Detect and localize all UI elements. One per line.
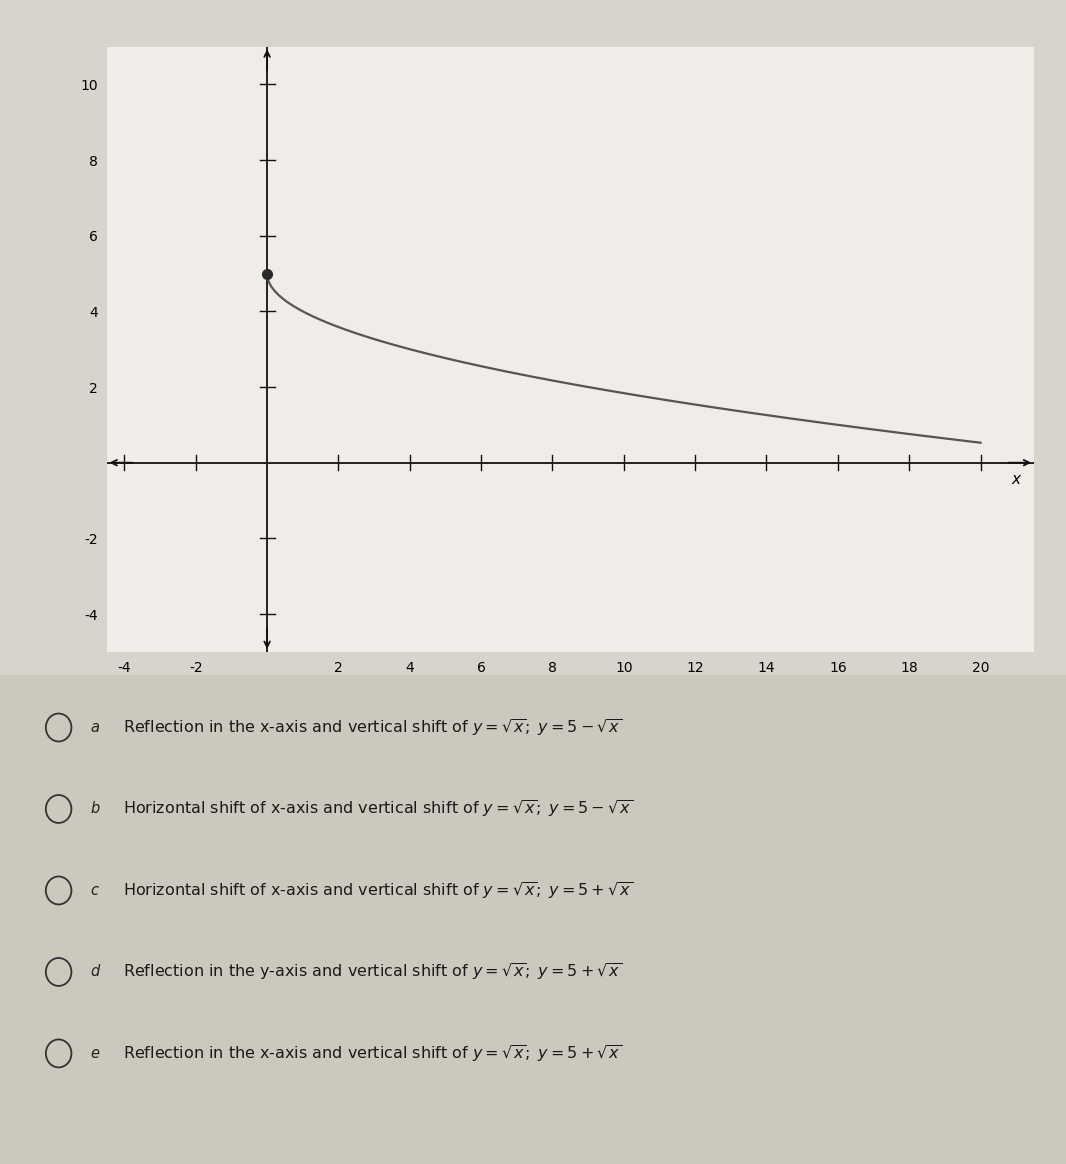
Text: Reflection in the y-axis and vertical shift of $y = \sqrt{x};\; y = 5 + \sqrt{x}: Reflection in the y-axis and vertical sh… — [123, 961, 621, 982]
Text: Horizontal shift of x-axis and vertical shift of $y = \sqrt{x};\; y = 5 - \sqrt{: Horizontal shift of x-axis and vertical … — [123, 799, 633, 819]
Text: Reflection in the x-axis and vertical shift of $y = \sqrt{x};\; y = 5 + \sqrt{x}: Reflection in the x-axis and vertical sh… — [123, 1043, 621, 1064]
Text: x: x — [1012, 473, 1020, 488]
Text: e: e — [91, 1046, 99, 1060]
Text: Horizontal shift of x-axis and vertical shift of $y = \sqrt{x};\; y = 5 + \sqrt{: Horizontal shift of x-axis and vertical … — [123, 880, 633, 901]
Text: Reflection in the x-axis and vertical shift of $y = \sqrt{x};\; y = 5 - \sqrt{x}: Reflection in the x-axis and vertical sh… — [123, 717, 621, 738]
Text: a: a — [91, 721, 99, 734]
Text: b: b — [91, 802, 100, 816]
Text: c: c — [91, 883, 99, 897]
Text: d: d — [91, 965, 100, 979]
